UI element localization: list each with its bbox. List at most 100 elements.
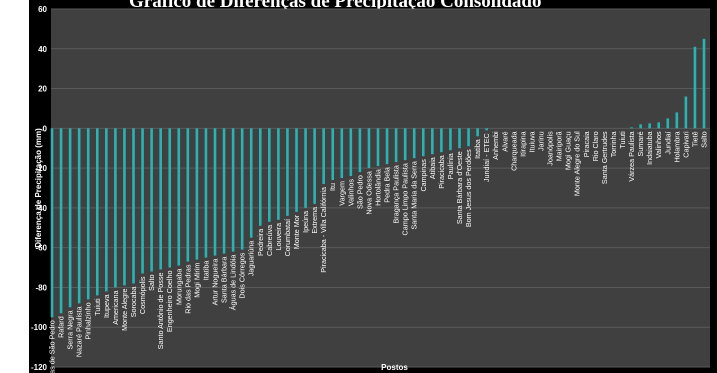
x-tick-label: Várzea Paulista (627, 131, 636, 181)
bar (222, 128, 226, 254)
y-tick-label: -100 (31, 323, 48, 332)
bar (648, 123, 651, 129)
bar (476, 128, 479, 137)
x-tick-label: Louveira (274, 223, 283, 251)
y-tick-label: -20 (35, 164, 47, 173)
bar (358, 128, 362, 173)
x-tick-label: Jundiaí (663, 131, 672, 154)
bar (240, 128, 244, 250)
x-tick-label: Pedreira (256, 229, 265, 256)
y-tick-label: -40 (35, 204, 47, 213)
bar (50, 128, 54, 318)
bar (150, 128, 153, 272)
x-tick-label: Piracicaba (437, 155, 446, 189)
x-tick-label: Sumaré (636, 131, 645, 156)
bar (204, 128, 208, 258)
x-tick-label: Santa Bárbara (220, 257, 229, 303)
x-tick-label: Jundiaí - ETEC (482, 133, 491, 182)
x-tick-label: Tietê (690, 131, 699, 147)
bar (340, 128, 344, 179)
x-tick-label: Valinhos (654, 131, 663, 158)
x-tick-label: Ipeúna (301, 211, 310, 233)
x-tick-label: Jaguariúna (247, 241, 256, 277)
x-tick-label: Dois Córregos (238, 252, 247, 298)
x-tick-label: Monte Alegre (120, 288, 129, 330)
bar (213, 128, 217, 256)
bar (403, 128, 407, 161)
x-tick-label: Campinas (419, 159, 428, 192)
bar (485, 128, 488, 131)
x-tick-label: Salto (147, 275, 156, 291)
bar (123, 128, 126, 286)
bar (331, 128, 335, 181)
y-tick-label: 40 (38, 45, 47, 54)
x-tick-label: Torrinha (609, 131, 618, 157)
x-tick-label: Santo Antônio de Posse (156, 273, 165, 350)
chart-svg: 60 40 20 0 -20 -40 -60 -80 -100 -120 Águas de São … (31, 5, 710, 373)
bar (684, 96, 688, 129)
x-tick-label: Santa Maria da Serra (410, 161, 419, 229)
x-tick-label: Rio das Pedras (183, 264, 192, 314)
x-tick-label: Santa Bárbara d'Oeste (455, 151, 464, 224)
bar (322, 128, 325, 185)
x-tick-label: Piracaia (582, 131, 591, 157)
x-tick-label: Salto (700, 131, 709, 147)
x-tick-label: Itirapina (518, 131, 527, 157)
bar (249, 128, 253, 238)
bar (458, 128, 461, 149)
x-tick-label: Pinhalzinho (84, 302, 93, 339)
x-tick-label: Valinhos (346, 179, 355, 206)
bar (394, 128, 398, 163)
x-tick-label: Morungaba (174, 269, 183, 305)
x-tick-label: Vargem (337, 181, 346, 206)
x-tick-label: São Pedro (355, 175, 364, 209)
bar (421, 128, 425, 157)
bar (693, 46, 697, 129)
bar (114, 128, 117, 288)
bar (440, 128, 443, 153)
bar (313, 128, 316, 204)
bar (68, 128, 72, 308)
x-tick-label: Bom Jesus dos Perdões (464, 149, 473, 227)
x-tick-label: Mogi Mirim (192, 263, 201, 298)
x-tick-label: Bragança Paulista (392, 165, 401, 223)
x-tick-label: Rio Claro (591, 131, 600, 161)
x-tick-label: Extrema (310, 207, 319, 234)
bar (349, 128, 353, 177)
x-tick-label: Nazaré Paulista (75, 306, 84, 357)
x-tick-label: Anhembi (491, 131, 500, 160)
x-tick-label: Tuiuti (93, 298, 102, 316)
x-tick-label: Alvaré (500, 131, 509, 151)
x-tick-label: Mogi Guaçu (564, 131, 573, 170)
x-tick-label: Águas de São Pedro (48, 320, 57, 373)
x-tick-label: Corumbataí (283, 219, 292, 257)
bar (385, 128, 389, 165)
bar (286, 128, 289, 216)
bar (59, 128, 63, 314)
x-tick-label: Indaiatuba (645, 131, 654, 165)
bar (231, 128, 235, 252)
x-tick-label: Engenheiro Coelho (165, 271, 174, 333)
y-tick-label: 20 (38, 85, 47, 94)
x-tick-label: Nova Odessa (364, 171, 373, 215)
bar (675, 112, 679, 129)
bar (132, 128, 135, 284)
bar (657, 122, 661, 129)
bar (277, 128, 280, 220)
x-tick-label: Ituiuva (527, 131, 536, 152)
x-tick-label: Cosmópolis (138, 276, 147, 314)
x-tick-label: Cabreúva (265, 225, 274, 256)
x-tick-label: Mairiporã (555, 131, 564, 161)
bar (177, 128, 181, 266)
x-tick-label: Rafard (57, 316, 66, 338)
bar (95, 128, 99, 296)
bar (304, 128, 307, 208)
bar (702, 38, 706, 129)
chart-frame: Gráfico de Diferenças de Precipitação Co… (29, 0, 717, 373)
bar (86, 128, 90, 300)
bar (159, 128, 162, 270)
y-tick-label: 0 (43, 124, 48, 133)
y-tick-label: 60 (38, 5, 47, 14)
x-tick-label: Monte Alegre do Sul (573, 131, 582, 196)
bar (666, 118, 670, 129)
